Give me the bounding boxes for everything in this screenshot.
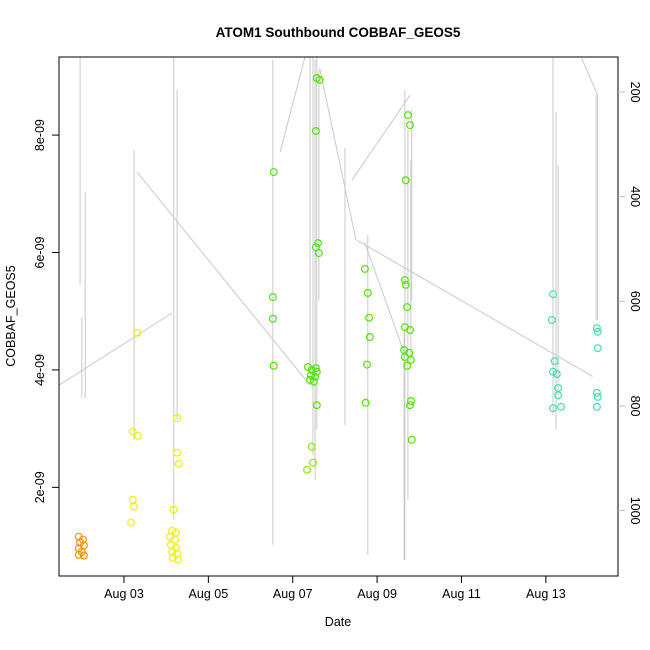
x-tick-label: Aug 03 [104,587,144,601]
right-tick-label: 600 [628,291,642,312]
data-point-cluster-yellow [127,518,136,527]
data-point-cluster-green [312,401,321,410]
data-point-cluster-yellow [128,495,137,504]
track-line [319,68,357,241]
data-point-cluster-green [268,314,277,323]
data-point-cluster-yellow [173,448,182,457]
data-point-cluster-spring-green [550,357,559,366]
data-points [74,74,602,564]
data-point-cluster-green [306,371,315,380]
data-point-cluster-green [314,239,323,248]
x-tick-label: Aug 09 [357,587,397,601]
data-point-cluster-spring-green [548,290,557,299]
data-point-cluster-green [406,121,415,130]
data-point-cluster-green [363,360,372,369]
data-point-cluster-green [400,276,409,285]
right-tick-label: 200 [628,82,642,103]
data-point-cluster-green [307,365,316,374]
data-point-cluster-orange [74,550,83,559]
data-point-cluster-yellow [168,553,177,562]
track-line [136,171,311,386]
data-point-cluster-yellow [168,547,177,556]
data-point-cluster-yellow [174,459,183,468]
y-tick-label: 4e-09 [33,354,47,386]
data-point-cluster-green [406,397,415,406]
data-point-cluster-green [365,333,374,342]
axes: Aug 03 Aug 05 Aug 07 Aug 09 Aug 11 Aug 13 2e-0… [33,56,642,601]
data-point-cluster-green [269,168,278,177]
data-point-cluster-spring-green [592,324,601,333]
data-point-cluster-yellow [130,502,139,511]
data-point-cluster-yellow [173,414,182,423]
data-point-cluster-green [360,264,369,273]
chart-title: ATOM1 Southbound COBBAF_GEOS5 [216,25,461,40]
track-line [351,94,411,181]
track-line [581,58,599,96]
data-point-cluster-spring-green [548,404,557,413]
y-tick-label: 8e-09 [33,119,47,151]
data-point-cluster-yellow [133,328,142,337]
x-tick-label: Aug 07 [273,587,313,601]
data-point-cluster-yellow-green [303,465,312,474]
data-point-cluster-green [403,111,412,120]
data-point-cluster-green [306,375,315,384]
data-point-cluster-green [401,280,410,289]
x-tick-label: Aug 05 [189,587,229,601]
data-point-cluster-green [363,289,372,298]
data-point-cluster-green [312,367,321,376]
data-point-cluster-green [406,355,415,364]
data-point-cluster-yellow [171,535,180,544]
flight-track-lines [58,56,599,561]
data-point-cluster-green [314,249,323,258]
data-point-cluster-green [268,293,277,302]
data-point-cluster-green [407,435,416,444]
x-axis-title: Date [325,615,351,629]
data-point-cluster-green [406,401,415,410]
data-point-cluster-green [401,176,410,185]
data-point-cluster-spring-green [592,402,601,411]
data-point-cluster-green [311,126,320,135]
data-point-cluster-green [311,364,320,373]
data-point-cluster-green [315,75,324,84]
data-point-cluster-yellow [174,555,183,564]
data-point-cluster-yellow-green [309,458,318,467]
data-point-cluster-yellow [133,431,142,440]
data-point-cluster-green [365,313,374,322]
data-point-cluster-yellow [169,505,178,514]
data-point-cluster-spring-green [593,344,602,353]
track-line [279,56,306,153]
data-point-cluster-spring-green [593,392,602,401]
data-point-cluster-green [403,361,412,370]
track-line [356,239,593,377]
plot-box [58,56,619,577]
y-tick-label: 6e-09 [33,236,47,268]
data-point-cluster-green [406,326,415,335]
y-axis-title: COBBAF_GEOS5 [4,265,18,366]
data-point-cluster-green [309,377,318,386]
data-point-cluster-yellow [173,549,182,558]
data-point-cluster-spring-green [547,316,556,325]
track-line [58,312,173,386]
data-point-cluster-spring-green [554,391,563,400]
data-point-cluster-yellow-green [307,442,316,451]
x-tick-label: Aug 11 [442,587,481,601]
data-point-cluster-orange [79,551,88,560]
data-point-cluster-spring-green [592,388,601,397]
data-point-cluster-spring-green [593,327,602,336]
y-tick-label: 2e-09 [33,471,47,503]
right-tick-label: 800 [628,396,642,417]
right-tick-label: 400 [628,186,642,207]
data-point-cluster-yellow [128,427,137,436]
track-line [364,242,406,355]
data-point-cluster-spring-green [552,370,561,379]
right-tick-label: 1000 [628,497,642,525]
data-point-cluster-green [361,398,370,407]
x-tick-label: Aug 13 [526,587,566,601]
data-point-cluster-green [403,303,412,312]
data-point-cluster-spring-green [556,402,565,411]
data-point-cluster-green [269,361,278,370]
